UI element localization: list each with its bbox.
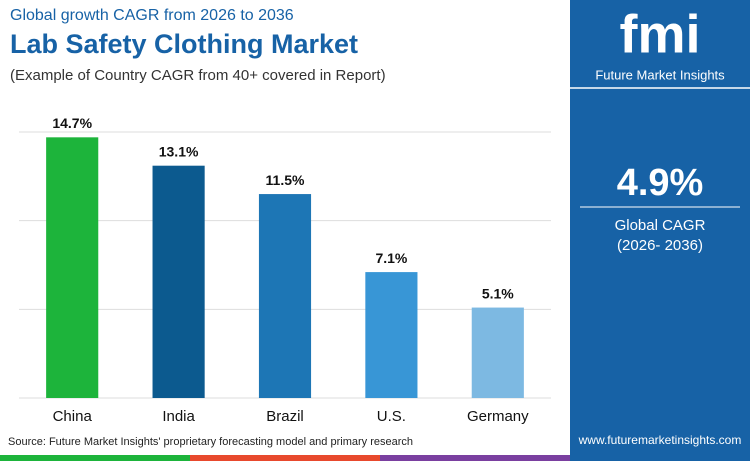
footer-strip — [380, 455, 570, 461]
logo: fmi — [620, 4, 701, 64]
footer-strip — [190, 455, 380, 461]
bar — [365, 272, 418, 398]
bar — [46, 137, 99, 398]
bar — [152, 165, 205, 398]
cagr-period: (2026- 2036) — [617, 237, 703, 254]
value-label: 13.1% — [159, 143, 199, 159]
cagr-label: Global CAGR — [615, 217, 706, 234]
chart-title: Lab Safety Clothing Market — [10, 29, 358, 59]
source: Source: Future Market Insights' propriet… — [8, 436, 413, 448]
x-tick-label: India — [162, 408, 195, 425]
value-label: 7.1% — [375, 250, 407, 266]
cagr-value: 4.9% — [617, 162, 704, 204]
x-tick-label: Brazil — [266, 408, 304, 425]
website: www.futuremarketinsights.com — [578, 433, 742, 447]
bar — [258, 194, 312, 398]
x-tick-label: U.S. — [377, 408, 406, 425]
chart-subtitle: Global growth CAGR from 2026 to 2036 — [10, 7, 294, 24]
value-label: 5.1% — [482, 285, 514, 301]
value-label: 14.7% — [52, 115, 92, 131]
x-tick-label: Germany — [467, 408, 529, 425]
x-tick-label: China — [53, 408, 93, 425]
footer-strip — [570, 455, 750, 461]
value-label: 11.5% — [266, 172, 305, 188]
footer-strip — [0, 455, 190, 461]
chart-note: (Example of Country CAGR from 40+ covere… — [10, 67, 386, 84]
bar — [471, 307, 524, 398]
sidebar-bg — [570, 0, 750, 455]
brand: Future Market Insights — [595, 67, 725, 82]
